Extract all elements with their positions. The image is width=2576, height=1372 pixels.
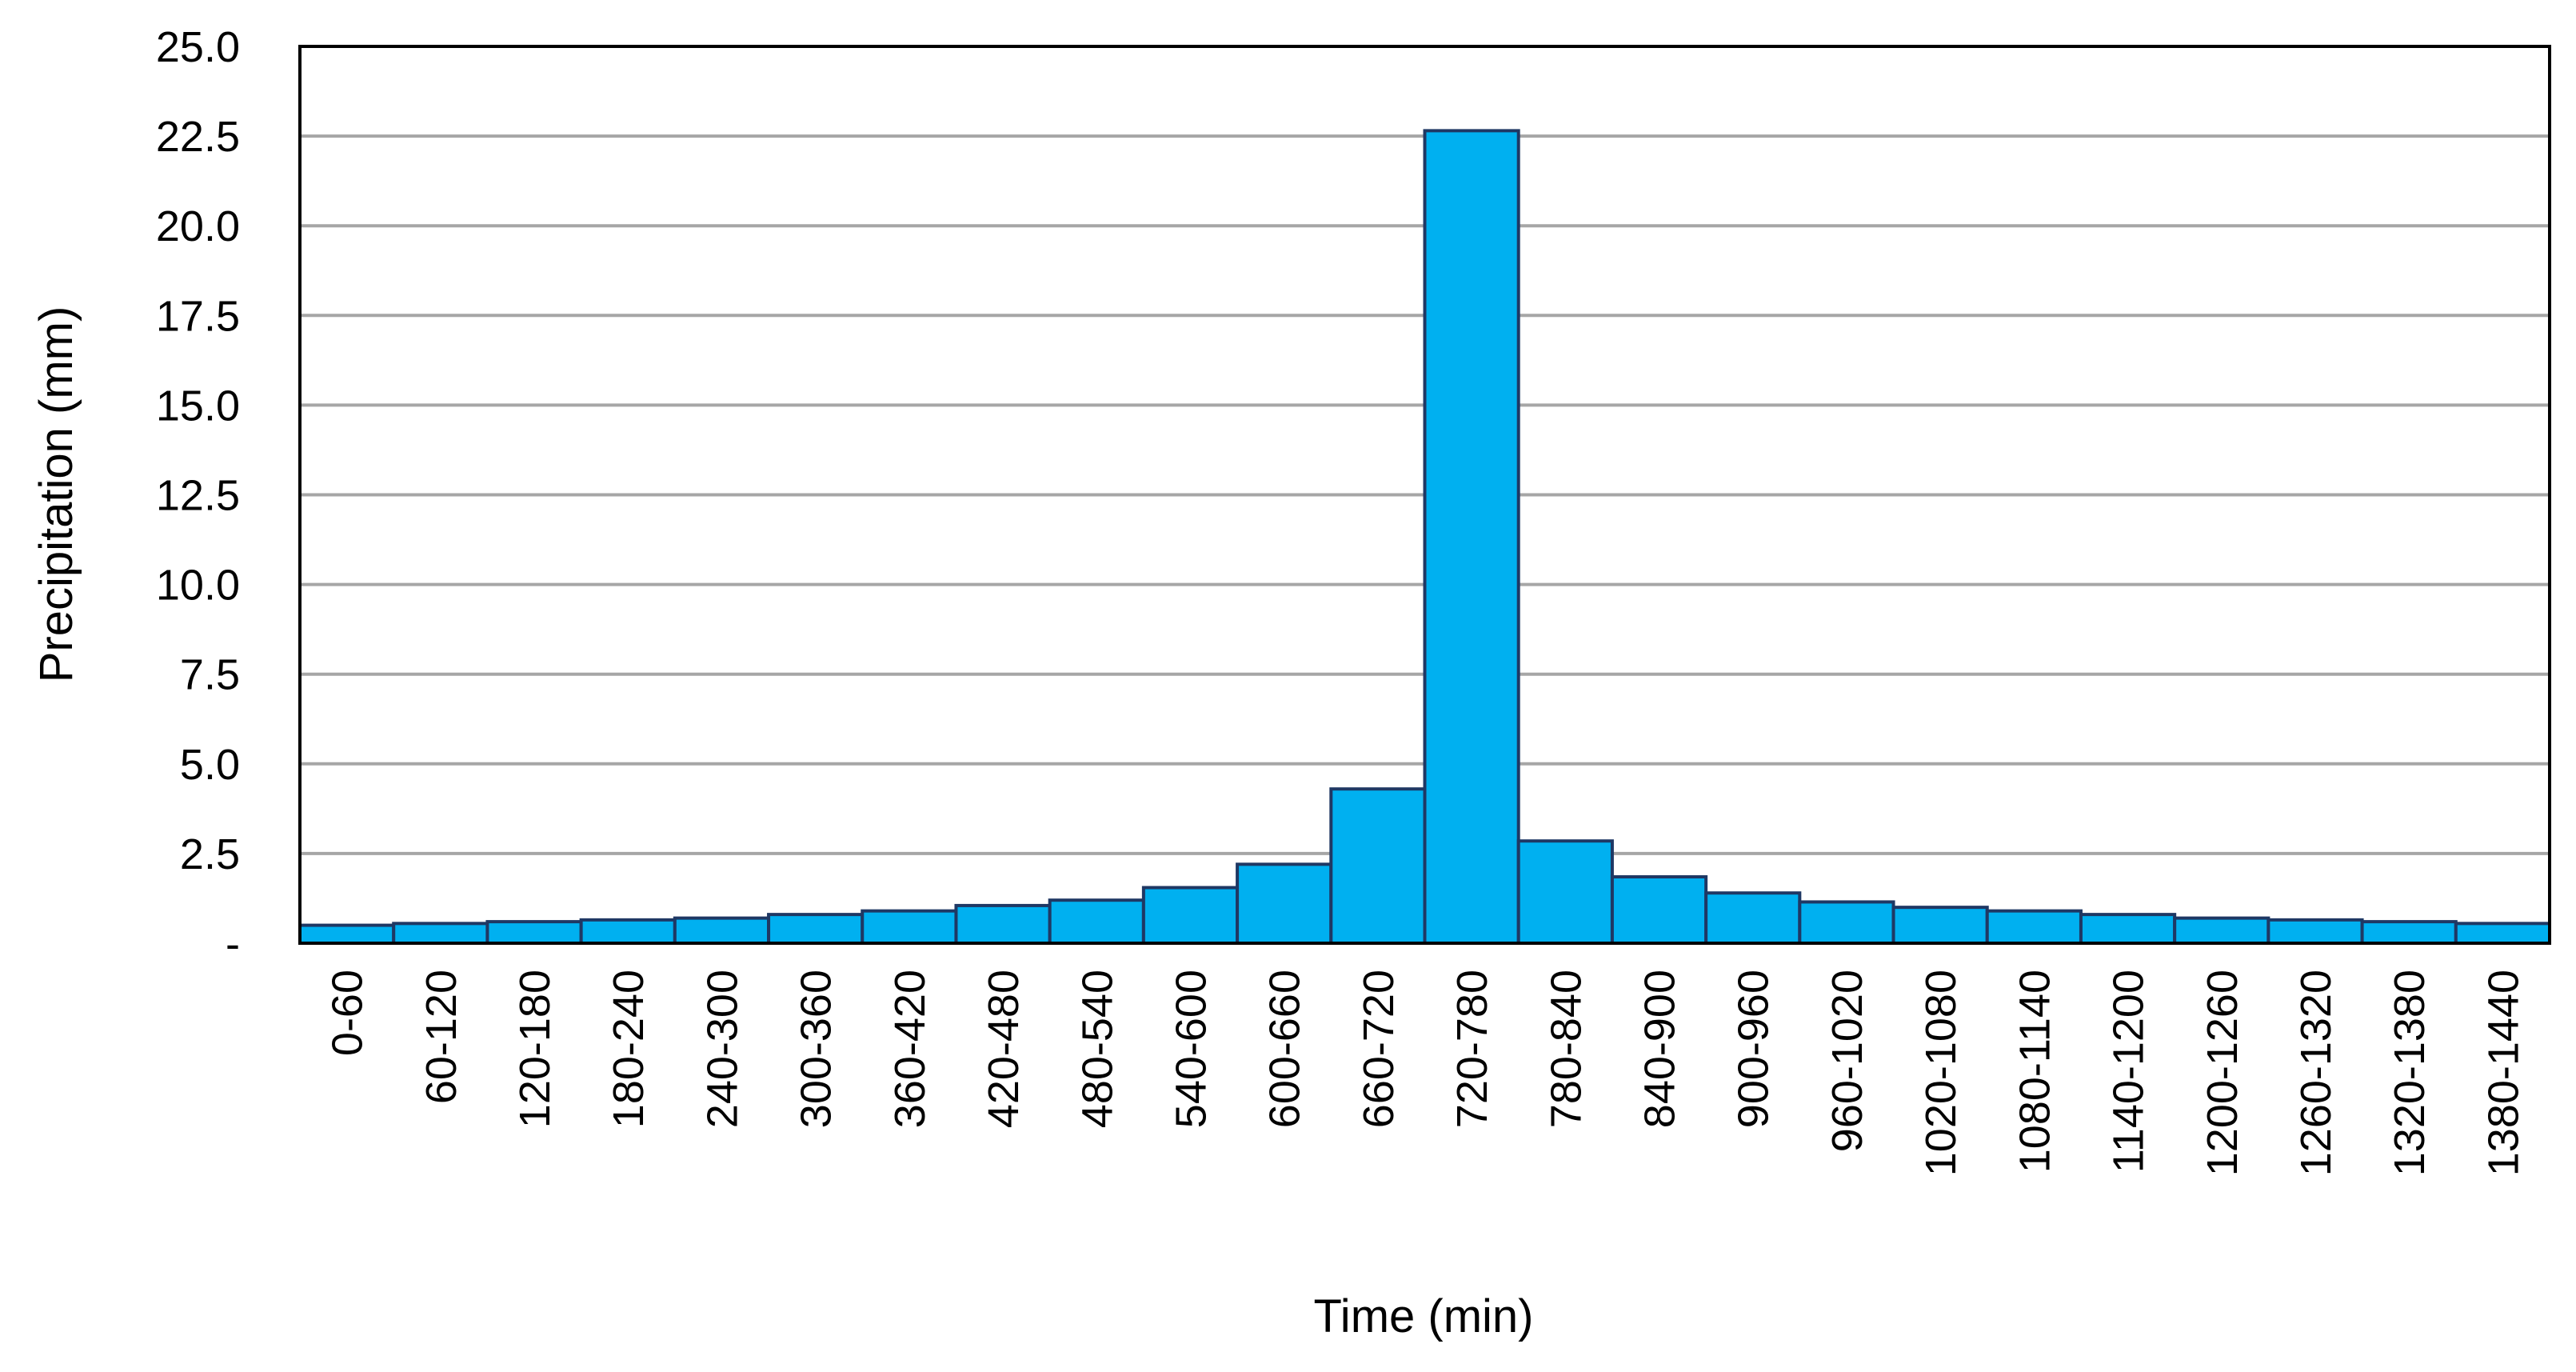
bar xyxy=(579,918,677,946)
x-tick-label: 1200-1260 xyxy=(2199,970,2247,1176)
bar xyxy=(1798,900,1895,945)
bar xyxy=(1610,875,1708,946)
bar xyxy=(392,922,489,946)
bar xyxy=(1236,862,1333,946)
x-tick-label: 1020-1080 xyxy=(1917,970,1965,1176)
bar xyxy=(298,923,396,945)
x-tick-label: 600-660 xyxy=(1261,970,1309,1128)
x-tick-label: 240-300 xyxy=(698,970,746,1128)
bar xyxy=(2266,918,2364,946)
bar xyxy=(2173,916,2270,946)
x-tick-label: 360-420 xyxy=(886,970,934,1128)
bar xyxy=(2454,922,2552,946)
bar xyxy=(1704,891,1802,945)
bar xyxy=(767,913,865,946)
bar xyxy=(1891,906,1989,946)
y-tick-label: 25.0 xyxy=(156,23,240,71)
bar xyxy=(485,920,583,945)
bar xyxy=(2079,913,2177,946)
x-axis-title: Time (min) xyxy=(1314,1290,1534,1342)
x-tick-label: 0-60 xyxy=(324,970,372,1056)
plot-border xyxy=(298,45,2551,945)
x-tick-label: 1260-1320 xyxy=(2292,970,2340,1176)
x-tick-label: 480-540 xyxy=(1073,970,1121,1128)
x-tick-label: 540-600 xyxy=(1167,970,1215,1128)
y-tick-label: 2.5 xyxy=(180,830,240,878)
x-tick-label: 180-240 xyxy=(605,970,653,1128)
x-tick-label: 1320-1380 xyxy=(2386,970,2434,1176)
bar xyxy=(1516,839,1614,946)
bar xyxy=(954,903,1052,945)
x-tick-label: 900-960 xyxy=(1730,970,1778,1128)
x-tick-label: 660-720 xyxy=(1355,970,1403,1128)
x-tick-label: 1380-1440 xyxy=(2479,970,2527,1176)
y-tick-label: 10.0 xyxy=(156,562,240,610)
bar xyxy=(673,916,771,946)
y-tick-label: 20.0 xyxy=(156,202,240,250)
y-tick-label: 7.5 xyxy=(180,651,240,699)
x-tick-label: 120-180 xyxy=(511,970,559,1128)
x-tick-label: 1140-1200 xyxy=(2105,970,2153,1173)
x-tick-label: 1080-1140 xyxy=(2011,970,2059,1173)
y-tick-label: 17.5 xyxy=(156,292,240,340)
bar xyxy=(861,909,958,946)
bar xyxy=(1985,909,2083,946)
x-tick-label: 780-840 xyxy=(1542,970,1590,1128)
bar xyxy=(1048,898,1145,946)
x-tick-label: 960-1020 xyxy=(1823,970,1871,1152)
bar xyxy=(1141,886,1240,946)
y-tick-label: 15.0 xyxy=(156,382,240,430)
bar xyxy=(1423,129,1520,945)
x-tick-label: 60-120 xyxy=(417,970,465,1104)
bar xyxy=(2360,920,2458,945)
y-axis-title: Precipitation (mm) xyxy=(30,306,82,683)
y-tick-label: 22.5 xyxy=(156,113,240,161)
x-tick-label: 300-360 xyxy=(793,970,841,1128)
y-tick-label: 12.5 xyxy=(156,472,240,520)
y-tick-label: - xyxy=(226,920,240,968)
x-tick-label: 840-900 xyxy=(1636,970,1684,1128)
x-tick-label: 720-780 xyxy=(1448,970,1496,1128)
bar xyxy=(1329,787,1427,945)
x-tick-label: 420-480 xyxy=(980,970,1028,1128)
y-tick-label: 5.0 xyxy=(180,741,240,789)
